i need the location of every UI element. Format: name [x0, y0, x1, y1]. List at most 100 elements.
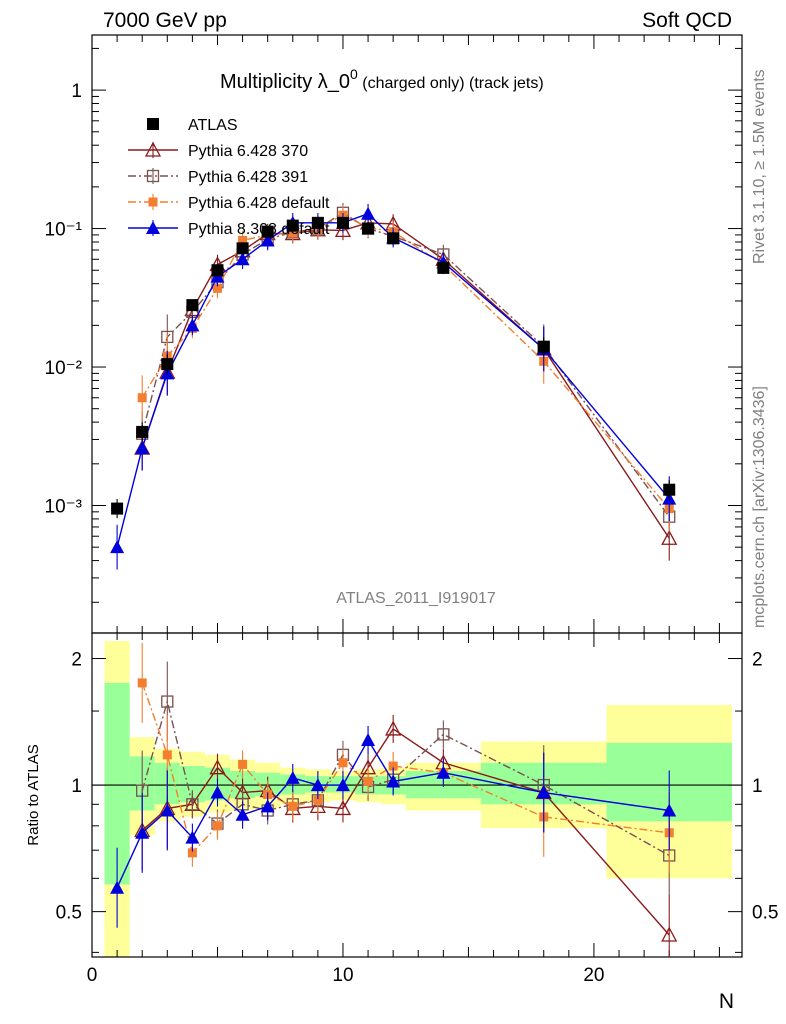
ratio-plot-area: 0.5 0.51 12 20 10 20 [56, 632, 778, 986]
chart-title-rest: (charged only) (track jets) [358, 75, 544, 92]
data-point-p8 [135, 441, 150, 455]
ratio-y-tick-label-right: 0.5 [752, 903, 778, 924]
legend-marker-pdef [148, 197, 158, 207]
ratio-point-p8 [361, 733, 376, 747]
chart-title-sup: 0 [350, 66, 358, 82]
ratio-y-tick-label-right: 2 [752, 650, 763, 671]
ratio-y-tick-label: 0.5 [56, 903, 82, 924]
ratio-point-p8 [110, 880, 125, 894]
main-y-tick-label: 10⁻³ [45, 496, 83, 517]
series-atlas [111, 216, 676, 519]
analysis-watermark: ATLAS_2011_I919017 [336, 590, 496, 607]
ratio-point-p370 [334, 800, 352, 816]
data-point-atlas [663, 483, 676, 496]
legend-label-pdef: Pythia 6.428 default [188, 195, 330, 212]
data-point-atlas [111, 502, 124, 515]
ratio-point-pdef [162, 750, 172, 760]
ratio-point-pdef [137, 678, 147, 688]
data-point-atlas [136, 425, 149, 438]
main-plot-area: 10⁻³ 10⁻² 10⁻¹ 1 [45, 34, 743, 634]
rivet-version-label: Rivet 3.1.10, ≥ 1.5M events [751, 69, 768, 264]
data-point-p8 [260, 233, 275, 247]
header-right: Soft QCD [642, 9, 732, 32]
data-point-atlas [336, 216, 349, 229]
ratio-series-p8 [110, 726, 677, 928]
data-point-p8 [110, 540, 125, 554]
series-line-p391 [141, 211, 670, 518]
data-point-atlas [161, 358, 174, 371]
data-point-pdef [212, 283, 222, 293]
legend-marker-p391 [146, 169, 160, 183]
ratio-point-p8 [662, 803, 677, 817]
ratio-point-p8 [210, 785, 225, 799]
ratio-point-p370 [209, 759, 226, 775]
ratio-frame [91, 632, 743, 958]
legend-marker-atlas [147, 118, 159, 130]
ratio-point-pdef [388, 761, 398, 771]
data-point-atlas [537, 340, 550, 353]
ratio-line-p391 [141, 698, 670, 857]
legend-label-atlas: ATLAS [188, 117, 238, 134]
ratio-point-p8 [310, 778, 325, 792]
data-point-pdef [137, 393, 147, 403]
x-tick-label: 20 [583, 965, 604, 986]
series-pdef [137, 205, 674, 531]
ratio-point-p391 [186, 798, 199, 811]
ratio-point-p8 [260, 799, 275, 813]
x-tick-label: 10 [332, 965, 353, 986]
ratio-point-p8 [135, 825, 150, 839]
x-tick-label: 0 [87, 965, 98, 986]
ratio-point-p8 [536, 785, 551, 799]
ratio-point-p8 [386, 774, 401, 788]
data-point-atlas [211, 264, 224, 277]
ratio-point-p391 [161, 695, 174, 708]
data-point-pdef [238, 236, 248, 246]
data-point-atlas [186, 299, 199, 312]
ratio-y-tick-label: 2 [71, 650, 82, 671]
ratio-point-p370 [385, 720, 402, 736]
header-left: 7000 GeV pp [103, 9, 227, 32]
legend: ATLAS Pythia 6.428 370 Pythia 6.428 391 Pyt… [128, 117, 330, 238]
data-point-p370 [661, 529, 678, 545]
ratio-point-pdef [238, 759, 248, 769]
data-point-p370 [334, 222, 352, 238]
ratio-point-p391 [437, 728, 450, 741]
data-point-atlas [286, 219, 299, 232]
legend-label-p391: Pythia 6.428 391 [188, 169, 308, 186]
ratio-point-pdef [288, 801, 298, 811]
ratio-y-axis-label: Ratio to ATLAS [25, 744, 42, 845]
ratio-point-p370 [661, 926, 678, 942]
series-p391 [136, 202, 676, 540]
series-p8 [110, 203, 677, 570]
data-point-pdef [288, 228, 298, 238]
ratio-line-pdef [141, 682, 670, 855]
data-point-atlas [261, 225, 274, 238]
ratio-y-tick-label: 1 [71, 776, 82, 797]
ratio-point-p8 [160, 803, 175, 817]
series-line-p8 [116, 212, 670, 548]
ratio-y-tick-label-right: 1 [752, 776, 763, 797]
legend-marker-p8 [146, 221, 160, 234]
ratio-point-pdef [363, 776, 373, 786]
chart-title-main: Multiplicity λ_0 [220, 71, 350, 93]
data-point-p8 [361, 206, 376, 220]
ratio-point-pdef [212, 821, 222, 831]
data-point-atlas [236, 242, 249, 255]
main-y-tick-label: 10⁻¹ [45, 220, 83, 241]
ratio-point-pdef [313, 795, 323, 805]
ratio-point-p8 [335, 778, 350, 792]
main-y-tick-label: 1 [71, 81, 82, 102]
data-point-atlas [437, 261, 450, 274]
series-line-pdef [141, 214, 670, 510]
data-point-p8 [185, 318, 200, 332]
ratio-point-p8 [235, 807, 250, 821]
data-point-atlas [362, 222, 375, 235]
data-point-p8 [235, 252, 250, 266]
ratio-point-p8 [185, 830, 200, 844]
main-y-tick-label: 10⁻² [45, 358, 83, 379]
data-point-atlas [311, 216, 324, 229]
mcplots-label: mcplots.cern.ch [arXiv:1306.3436] [751, 386, 768, 628]
ratio-point-pdef [187, 848, 197, 858]
x-axis-label: N [719, 990, 734, 1013]
